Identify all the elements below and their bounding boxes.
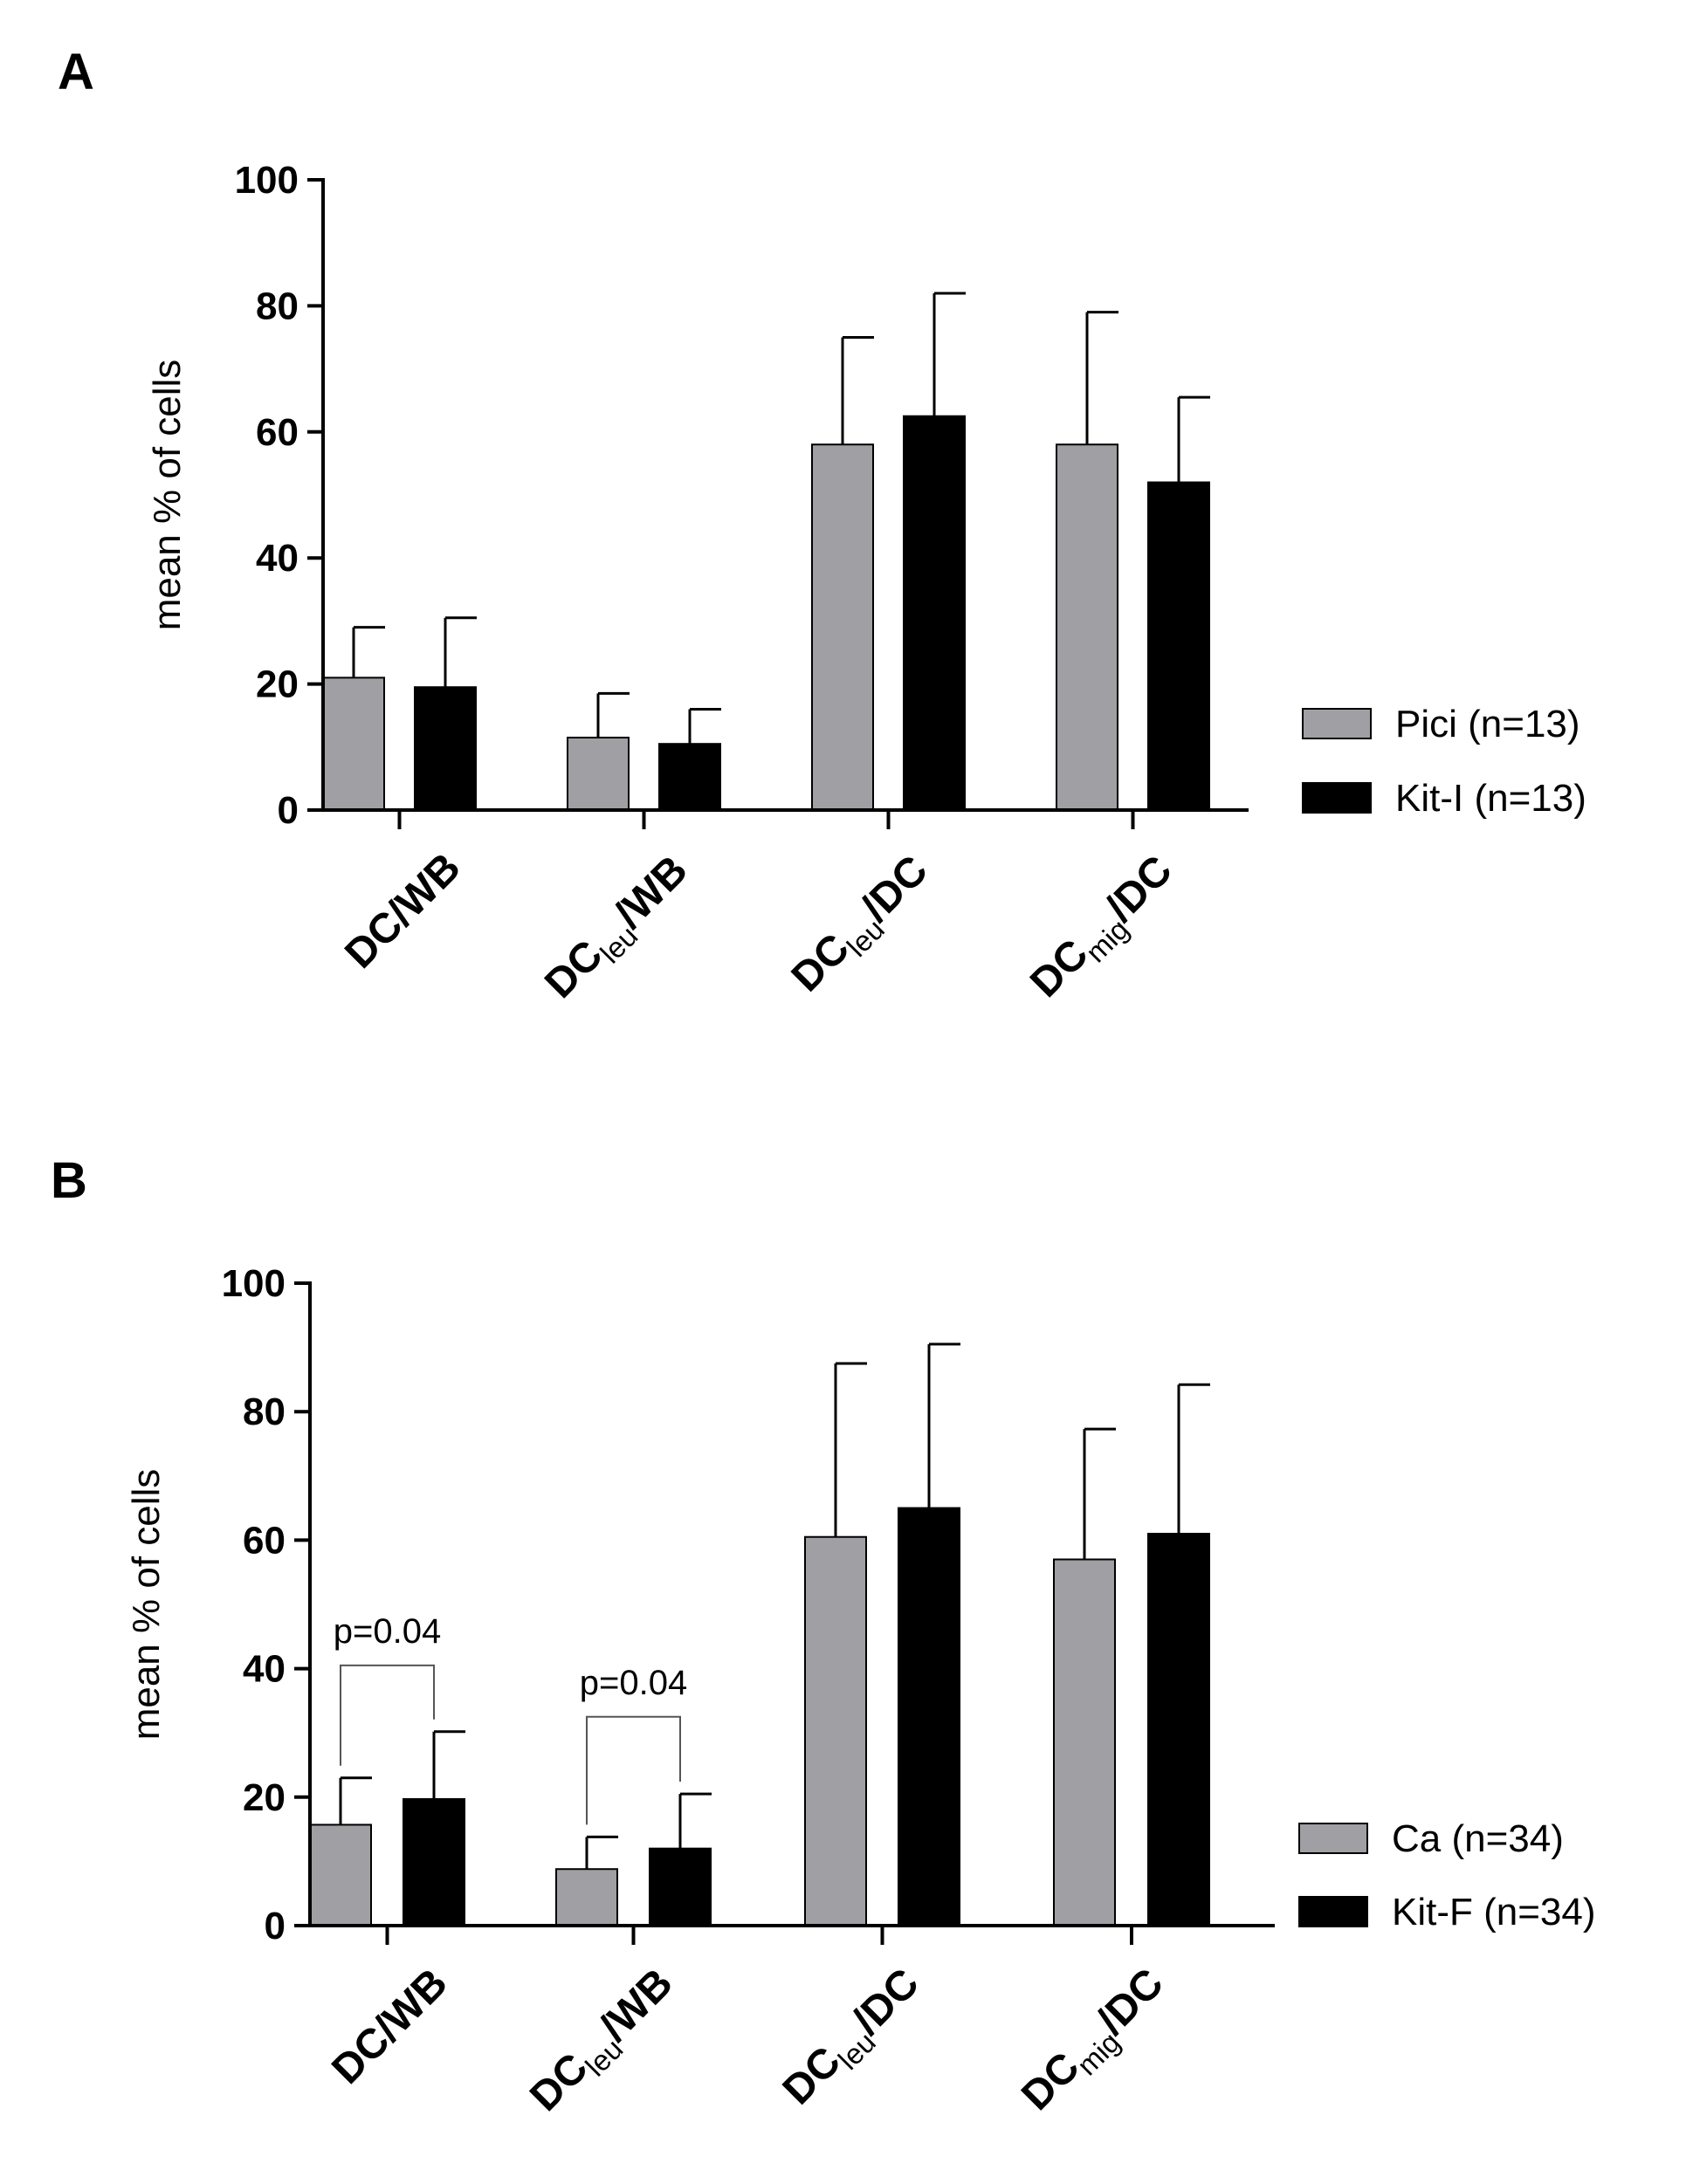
bar: [403, 1798, 465, 1927]
bar: [1147, 1533, 1210, 1927]
legend-label: Pici (n=13): [1395, 703, 1580, 745]
x-category-label: DCmig/DC: [1022, 847, 1186, 1011]
x-category-label: DCleu/DC: [783, 847, 942, 1006]
y-tick-label: 40: [243, 1648, 286, 1691]
p-value-label: p=0.04: [334, 1612, 441, 1651]
bar: [658, 743, 721, 811]
y-tick-label: 60: [243, 1519, 286, 1562]
bar: [555, 1868, 618, 1926]
x-category-label: DCleu/WB: [521, 1960, 686, 2125]
bar: [1053, 1558, 1116, 1926]
bar: [414, 686, 477, 812]
bar: [567, 736, 630, 811]
bar: [1056, 443, 1118, 811]
bar: [811, 443, 874, 811]
legend-label: Kit-I (n=13): [1395, 777, 1586, 820]
bar: [322, 676, 385, 811]
x-category-label: DC/WB: [336, 844, 469, 977]
y-tick-label: 20: [243, 1776, 286, 1819]
y-tick-label: 80: [256, 285, 299, 327]
legend-swatch: [1298, 1823, 1368, 1854]
x-category-label: DCleu/DC: [774, 1960, 933, 2119]
panel-label: B: [51, 1152, 87, 1209]
y-tick-label: 80: [243, 1391, 286, 1433]
y-axis-label: mean % of cells: [146, 360, 189, 631]
x-category-label: DC/WB: [323, 1960, 456, 2092]
significance-bracket: [340, 1664, 435, 1766]
panel-label: A: [58, 44, 94, 100]
bar: [309, 1823, 372, 1926]
x-category-label: DCleu/WB: [536, 847, 701, 1012]
bar: [903, 415, 966, 811]
y-tick-label: 0: [265, 1905, 286, 1947]
y-tick-label: 0: [278, 789, 299, 832]
y-tick-label: 60: [256, 411, 299, 454]
legend-swatch: [1302, 782, 1372, 814]
bar: [804, 1535, 867, 1926]
legend-label: Kit-F (n=34): [1392, 1891, 1596, 1933]
bar: [898, 1507, 960, 1926]
legend-swatch: [1302, 708, 1372, 739]
significance-bracket: [586, 1715, 681, 1825]
bar: [1147, 481, 1210, 811]
y-tick-label: 20: [256, 663, 299, 706]
p-value-label: p=0.04: [580, 1664, 687, 1702]
y-tick-label: 40: [256, 537, 299, 580]
y-tick-label: 100: [235, 159, 299, 202]
legend-swatch: [1298, 1896, 1368, 1927]
bar: [649, 1847, 712, 1926]
legend-label: Ca (n=34): [1392, 1817, 1564, 1860]
y-axis-label: mean % of cells: [125, 1469, 168, 1741]
x-category-label: DCmig/DC: [1013, 1960, 1177, 2124]
y-tick-label: 100: [222, 1262, 286, 1305]
